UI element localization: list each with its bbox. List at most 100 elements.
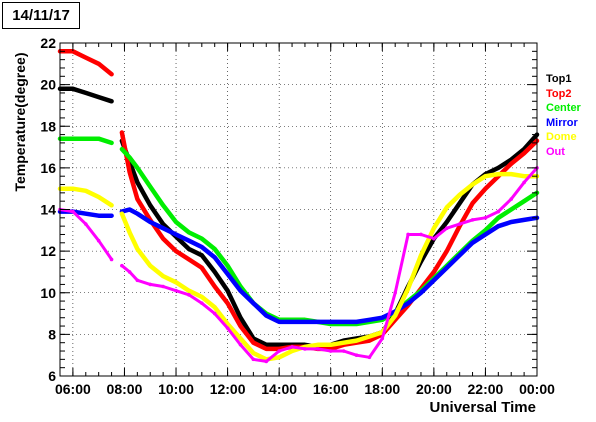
data-point-out — [367, 355, 372, 360]
legend: Top1 Top2 Center Mirror Dome Out — [546, 72, 594, 159]
data-point-out — [328, 349, 333, 353]
data-point-out — [264, 359, 269, 364]
data-point-top1 — [277, 342, 281, 347]
data-point-top2 — [109, 72, 114, 77]
data-point-top1 — [444, 220, 449, 224]
y-tick-label: 8 — [48, 326, 56, 342]
data-point-top1 — [148, 203, 153, 208]
data-point-mirror — [109, 213, 114, 218]
data-point-dome — [483, 174, 488, 178]
data-point-top2 — [251, 340, 256, 345]
series-line-dome-2 — [119, 171, 540, 362]
data-point-top2 — [238, 324, 243, 328]
y-axis-label: Temperature(degree) — [12, 52, 28, 192]
data-point-dome — [187, 288, 191, 293]
data-point-out — [380, 336, 385, 341]
data-point-mirror — [277, 320, 281, 324]
data-point-out — [277, 349, 281, 353]
data-point-mirror — [509, 220, 514, 224]
data-point-dome — [109, 203, 114, 208]
data-point-out — [457, 222, 462, 226]
chart-title: 14/11/17 — [2, 2, 80, 29]
data-point-top2 — [367, 338, 372, 343]
data-point-center — [522, 199, 526, 203]
x-tick-label: 12:00 — [210, 381, 246, 397]
data-point-mirror — [200, 245, 204, 249]
data-point-out — [251, 357, 256, 362]
data-point-dome — [509, 172, 514, 176]
y-tick-label: 6 — [48, 368, 56, 384]
data-point-center — [212, 247, 217, 251]
data-point-out — [225, 326, 230, 330]
data-point-dome — [71, 186, 75, 191]
data-point-mirror — [444, 265, 449, 270]
data-point-dome — [470, 182, 475, 187]
data-point-mirror — [83, 211, 88, 216]
series-layer — [57, 49, 540, 364]
data-point-top2 — [200, 265, 204, 270]
data-point-top2 — [264, 347, 269, 351]
data-point-out — [127, 270, 132, 274]
data-point-out — [96, 238, 101, 243]
data-point-mirror — [303, 320, 307, 324]
data-point-top2 — [96, 62, 101, 66]
data-point-top1 — [83, 91, 88, 95]
data-point-dome — [83, 188, 88, 193]
data-point-mirror — [419, 290, 423, 295]
data-point-center — [83, 136, 88, 141]
data-point-top2 — [71, 49, 75, 54]
data-point-dome — [341, 340, 346, 345]
data-point-out — [71, 209, 75, 214]
data-point-dome — [393, 313, 397, 318]
data-point-out — [238, 342, 243, 347]
data-point-top2 — [187, 257, 191, 262]
data-point-mirror — [225, 272, 230, 276]
data-point-out — [161, 284, 165, 289]
data-point-center — [96, 136, 101, 141]
data-point-top2 — [161, 236, 165, 241]
x-tick-label: 22:00 — [468, 381, 504, 397]
data-point-top1 — [161, 222, 165, 226]
data-point-top1 — [96, 95, 101, 99]
data-point-mirror — [316, 320, 320, 324]
data-point-dome — [174, 280, 178, 285]
data-point-top1 — [264, 342, 269, 347]
data-point-mirror — [127, 207, 132, 212]
x-tick-label: 08:00 — [107, 381, 143, 397]
data-point-dome — [127, 230, 132, 235]
legend-item-top2: Top2 — [546, 87, 572, 100]
data-point-out — [509, 197, 514, 201]
y-tick-label: 20 — [40, 77, 56, 93]
data-point-mirror — [457, 253, 462, 258]
x-axis-label: Universal Time — [429, 399, 536, 416]
series-line-out-2 — [120, 166, 539, 363]
data-point-out — [187, 293, 191, 297]
data-point-out — [174, 288, 178, 293]
y-tick-label: 18 — [40, 118, 56, 134]
data-point-mirror — [522, 218, 526, 222]
data-point-mirror — [212, 255, 217, 260]
data-point-top1 — [496, 166, 501, 170]
data-point-dome — [496, 172, 501, 176]
data-point-top2 — [225, 301, 230, 305]
data-point-center — [148, 184, 153, 189]
data-point-dome — [522, 174, 526, 178]
series-line-top2-1 — [57, 49, 114, 77]
data-point-dome — [290, 349, 294, 353]
axis-ticks: 06:00 08:00 10:00 12:00 14:00 16:00 18:00 20:00… — [40, 35, 555, 397]
series-line-top1-1 — [57, 86, 114, 104]
data-point-dome — [212, 305, 217, 310]
data-point-dome — [277, 355, 281, 360]
data-point-out — [200, 301, 204, 305]
data-point-dome — [457, 193, 462, 197]
data-point-dome — [328, 342, 333, 347]
data-point-center — [496, 216, 501, 220]
data-point-top2 — [470, 201, 475, 206]
data-point-dome — [120, 211, 124, 216]
data-point-mirror — [238, 288, 243, 293]
data-point-dome — [238, 336, 243, 341]
data-point-dome — [354, 338, 359, 343]
data-point-top2 — [483, 186, 488, 191]
series-line-mirror-2 — [119, 207, 540, 325]
data-point-mirror — [187, 238, 191, 243]
